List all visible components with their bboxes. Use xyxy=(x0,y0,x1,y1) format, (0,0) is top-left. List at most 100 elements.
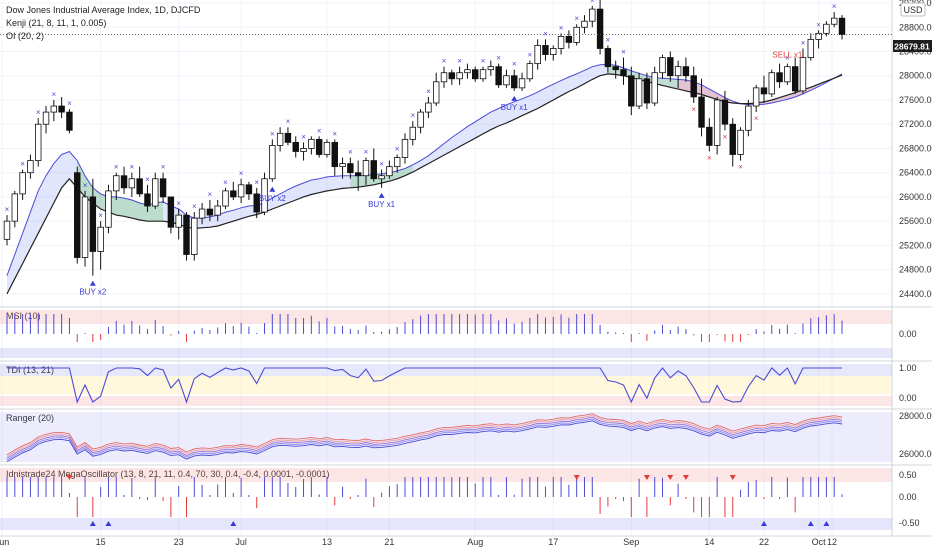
candle-body xyxy=(752,87,760,107)
ranger-line xyxy=(6,418,843,461)
indicator-oi-label[interactable]: OI (20, 2) xyxy=(6,31,44,41)
candle-body xyxy=(183,214,190,255)
oi-x-mark: × xyxy=(317,126,322,135)
candle-body xyxy=(370,160,377,180)
candle-body xyxy=(136,178,143,195)
oi-x-mark: × xyxy=(621,48,626,57)
candle-body xyxy=(222,190,229,207)
mega-down-marker xyxy=(573,475,580,480)
candle-body xyxy=(565,35,573,43)
candle-body xyxy=(745,105,752,131)
grid xyxy=(0,0,892,536)
pane-level-label: 26000.00 xyxy=(899,449,932,459)
oi-x-mark: × xyxy=(496,54,501,63)
oi-x-mark: × xyxy=(254,178,259,187)
candle-body xyxy=(550,48,557,55)
candle-body xyxy=(27,160,34,174)
candle-body xyxy=(534,45,541,65)
candle-body xyxy=(354,172,362,177)
candle-body xyxy=(791,66,799,92)
candle-body xyxy=(128,178,136,189)
oi-x-mark: × xyxy=(223,178,228,187)
date-tick-label: 22 xyxy=(759,537,769,547)
price-tick-label: 28000.00 xyxy=(899,71,932,81)
oi-x-mark: × xyxy=(192,202,197,211)
candle-body xyxy=(448,72,456,80)
date-tick-label: Oct xyxy=(812,537,827,547)
price-tick-label: 25600.00 xyxy=(899,216,932,226)
candle-body xyxy=(659,57,666,74)
oi-x-mark: × xyxy=(286,117,291,126)
mega-lower-zone xyxy=(0,518,892,530)
candle-body xyxy=(292,141,299,152)
oi-x-mark: × xyxy=(239,169,244,178)
oi-x-mark: × xyxy=(51,90,56,99)
candle-body xyxy=(651,72,658,104)
oi-x-mark: × xyxy=(801,38,806,47)
buy-signal-label: BUY x2 xyxy=(79,288,107,297)
msi-upper-zone xyxy=(0,310,892,324)
candle-body xyxy=(682,66,690,77)
candle-body xyxy=(308,138,315,149)
price-tick-label: 26000.00 xyxy=(899,192,932,202)
oi-x-mark: × xyxy=(754,114,759,123)
candle-body xyxy=(479,69,487,80)
oi-x-mark: × xyxy=(590,0,595,5)
mega-upper-zone xyxy=(0,468,892,482)
candle-body xyxy=(511,75,518,89)
oi-x-mark: × xyxy=(176,199,181,208)
candle-body xyxy=(393,157,401,168)
ranger-line xyxy=(6,420,843,463)
candle-body xyxy=(518,78,526,89)
candle-body xyxy=(3,220,11,240)
candle-body xyxy=(464,69,471,74)
currency-badge[interactable]: USD xyxy=(903,5,923,15)
candle-body xyxy=(526,63,534,80)
tdi-lower-zone xyxy=(0,396,892,406)
oi-x-mark: × xyxy=(481,57,486,66)
oi-x-mark: × xyxy=(301,132,306,141)
price-tick-label: 28800.00 xyxy=(899,22,932,32)
ranger-zone xyxy=(0,412,892,462)
candle-body xyxy=(596,8,604,49)
candle-body xyxy=(604,48,612,68)
oi-x-mark: × xyxy=(5,205,10,214)
date-tick-label: 21 xyxy=(384,537,394,547)
mega-down-marker xyxy=(729,475,736,480)
indicator-kenji-label[interactable]: Kenji (21, 8, 11, 1, 0.005) xyxy=(6,18,106,28)
cloud-line-2 xyxy=(6,73,843,295)
candle-body xyxy=(19,172,26,195)
price-tick-label: 24400.00 xyxy=(899,289,932,299)
candle-body xyxy=(339,163,346,168)
candle-body xyxy=(167,196,175,228)
date-tick-label: 15 xyxy=(96,537,106,547)
pane-level-label: 0.50 xyxy=(899,470,917,480)
signal-marks: × × × × × × × × × × × × × × × × × × × × × × × × × × × × × × × × × × × × × × × ×… xyxy=(5,0,837,297)
date-tick-label: Jul xyxy=(235,537,247,547)
tdi-line xyxy=(7,367,842,404)
oi-x-mark: × xyxy=(426,87,431,96)
mega-up-marker xyxy=(760,521,767,526)
oi-x-mark: × xyxy=(691,105,696,114)
candle-body xyxy=(81,196,89,258)
oi-x-mark: × xyxy=(543,29,548,38)
oi-x-mark: × xyxy=(208,190,213,199)
price-tick-label: 26400.00 xyxy=(899,168,932,178)
sell-signal-label: SELL x1 xyxy=(772,51,802,60)
mega-down-marker xyxy=(66,475,73,480)
buy-signal-label: BUY x1 xyxy=(501,103,529,112)
candle-body xyxy=(698,96,705,128)
candle-body xyxy=(472,69,479,80)
candle-body xyxy=(144,193,151,207)
pane-level-label: 1.00 xyxy=(899,363,917,373)
oi-x-mark: × xyxy=(832,2,837,11)
candle-body xyxy=(300,148,307,152)
candle-body xyxy=(105,190,112,228)
candle-body xyxy=(542,45,549,55)
candle-body xyxy=(74,172,81,258)
candle-body xyxy=(581,20,588,28)
mega-down-marker xyxy=(667,475,674,480)
pane-title: Idnistrade24 MegaOscillator (13, 8, 21, … xyxy=(6,469,330,479)
indicator-panes: MSI (10) TDI (13, 21) Ranger (20) Idnistrad… xyxy=(0,0,932,537)
